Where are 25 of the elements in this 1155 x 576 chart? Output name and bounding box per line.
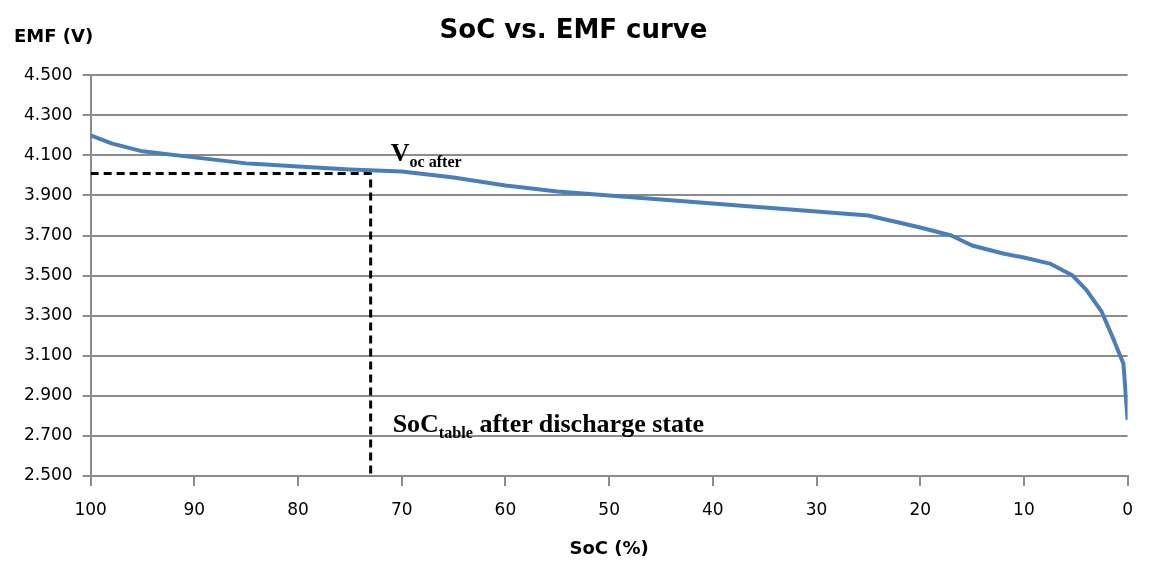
y-tick-label: 3.500 xyxy=(24,264,73,285)
x-axis-title: SoC (%) xyxy=(569,536,649,558)
y-tick-label: 4.300 xyxy=(24,103,73,124)
y-tick-label: 3.300 xyxy=(24,304,73,325)
y-tick-label: 2.900 xyxy=(24,384,73,405)
y-tick-label: 2.700 xyxy=(24,424,73,445)
y-tick-label: 2.500 xyxy=(24,464,73,485)
x-tick-label: 90 xyxy=(183,498,206,519)
x-tick-label: 100 xyxy=(74,498,107,519)
x-tick-label: 50 xyxy=(598,498,620,519)
y-tick-label: 3.900 xyxy=(24,183,73,204)
y-tick-label: 4.500 xyxy=(24,63,73,84)
y-axis-title: EMF (V) xyxy=(14,25,94,46)
chart-title: SoC vs. EMF curve xyxy=(439,14,708,45)
x-tick-label: 10 xyxy=(1013,498,1035,519)
x-tick-label: 40 xyxy=(702,498,724,519)
y-tick-label: 3.700 xyxy=(24,223,73,244)
x-tick-label: 20 xyxy=(909,498,932,519)
y-tick-label: 4.100 xyxy=(24,143,73,164)
x-tick-label: 60 xyxy=(494,498,517,519)
x-tick-label: 80 xyxy=(287,498,309,519)
x-tick-label: 0 xyxy=(1122,498,1134,519)
y-tick-label: 3.100 xyxy=(24,344,73,365)
x-tick-label: 30 xyxy=(805,498,828,519)
x-tick-label: 70 xyxy=(390,498,413,519)
